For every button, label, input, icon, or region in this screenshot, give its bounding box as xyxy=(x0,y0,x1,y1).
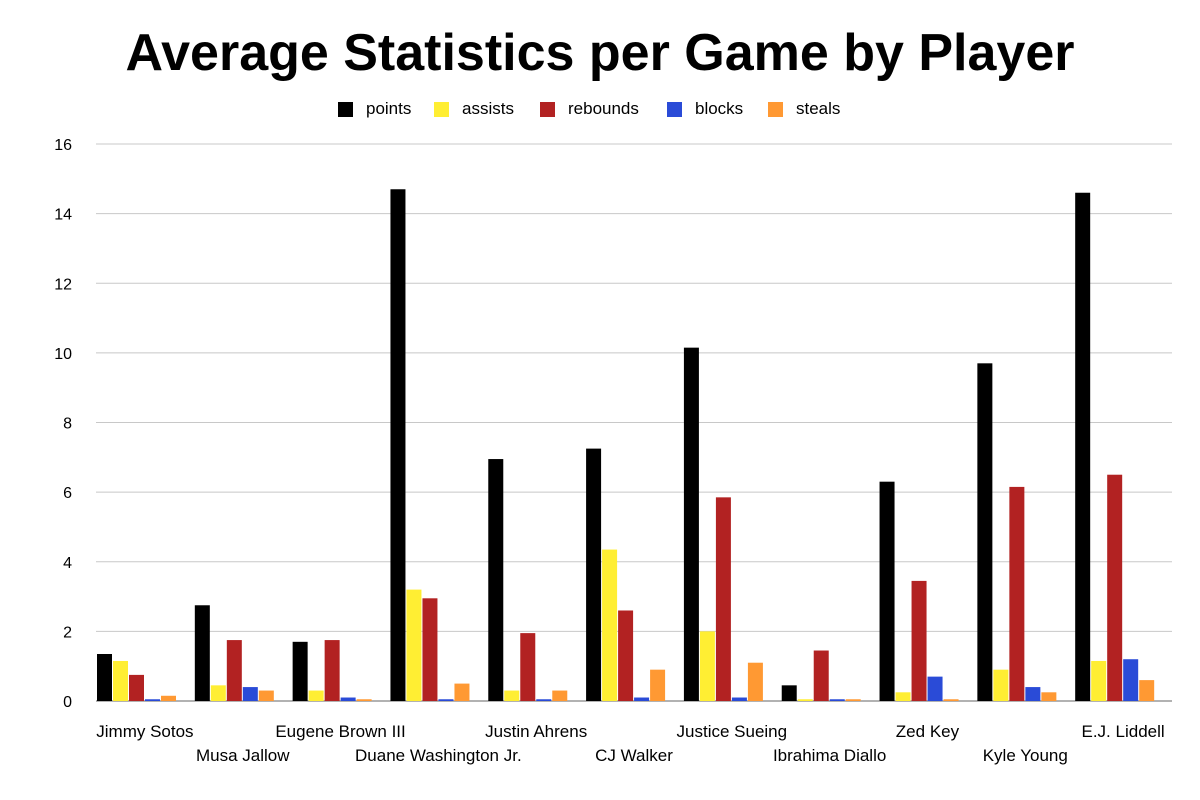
bar-rebounds xyxy=(813,650,829,701)
bar-blocks xyxy=(1123,659,1139,701)
bar-assists xyxy=(210,685,226,701)
bar-steals xyxy=(454,683,470,701)
y-tick-label: 16 xyxy=(54,137,72,154)
legend-swatch-rebounds xyxy=(540,102,555,117)
gridlines xyxy=(96,143,1172,702)
bar-steals xyxy=(161,695,176,701)
legend-swatch-assists xyxy=(434,102,449,117)
x-category-label: Ibrahima Diallo xyxy=(773,746,886,765)
x-category-label: E.J. Liddell xyxy=(1082,722,1165,741)
bar-assists xyxy=(113,660,128,701)
bar-points xyxy=(586,448,602,701)
legend-label: assists xyxy=(462,99,514,118)
bar-rebounds xyxy=(715,497,731,701)
bar-points xyxy=(292,641,308,701)
x-category-label: CJ Walker xyxy=(595,746,673,765)
bar-assists xyxy=(797,699,813,701)
y-axis-ticks: 0 2 4 6 8 10 12 14 16 xyxy=(54,137,72,711)
bar-rebounds xyxy=(911,580,927,701)
bar-assists xyxy=(1091,660,1107,701)
bar-points xyxy=(488,459,504,701)
bar-steals xyxy=(1139,680,1155,701)
bar-steals xyxy=(845,699,861,701)
legend-label: rebounds xyxy=(568,99,639,118)
bar-assists xyxy=(993,669,1009,701)
bar-points xyxy=(194,605,210,701)
x-category-label: Justice Sueing xyxy=(677,722,788,741)
y-tick-label: 0 xyxy=(63,694,72,711)
bar-points xyxy=(97,654,112,701)
bar-points xyxy=(781,685,797,701)
bar-blocks xyxy=(927,676,943,701)
bar-rebounds xyxy=(324,640,340,701)
bar-assists xyxy=(895,692,911,701)
bar-steals xyxy=(258,690,274,701)
x-category-label: Kyle Young xyxy=(983,746,1068,765)
y-tick-label: 12 xyxy=(54,276,72,293)
bar-points xyxy=(977,363,993,701)
bar-blocks xyxy=(829,699,845,701)
bars xyxy=(97,189,1155,702)
bar-blocks xyxy=(145,699,160,701)
x-category-label: Eugene Brown III xyxy=(275,722,405,741)
legend-swatch-points xyxy=(338,102,353,117)
bar-steals xyxy=(552,690,568,701)
bar-blocks xyxy=(340,697,356,701)
bar-steals xyxy=(1041,692,1057,701)
bar-assists xyxy=(406,589,422,701)
legend-label: blocks xyxy=(695,99,743,118)
bar-assists xyxy=(308,690,324,701)
y-tick-label: 8 xyxy=(63,416,72,433)
bar-points xyxy=(1075,192,1091,702)
bar-rebounds xyxy=(520,633,536,701)
bar-rebounds xyxy=(1107,474,1123,701)
chart-title: Average Statistics per Game by Player xyxy=(126,24,1075,82)
bar-blocks xyxy=(438,699,454,701)
x-category-label: Duane Washington Jr. xyxy=(355,746,522,765)
bar-blocks xyxy=(242,687,258,701)
legend-label: points xyxy=(366,99,411,118)
bar-steals xyxy=(747,662,763,701)
y-tick-label: 14 xyxy=(54,207,72,224)
x-category-label: Musa Jallow xyxy=(196,746,290,765)
bar-assists xyxy=(699,631,715,701)
bar-points xyxy=(390,189,406,701)
bar-assists xyxy=(504,690,520,701)
legend: points assists rebounds blocks steals xyxy=(338,99,840,118)
bar-steals xyxy=(650,669,666,701)
y-tick-label: 6 xyxy=(63,485,72,502)
x-category-label: Justin Ahrens xyxy=(485,722,587,741)
bar-points xyxy=(879,481,895,701)
bar-rebounds xyxy=(1009,486,1025,701)
bar-steals xyxy=(356,699,372,701)
bar-assists xyxy=(602,549,618,701)
legend-swatch-blocks xyxy=(667,102,682,117)
bar-rebounds xyxy=(422,598,438,701)
bar-rebounds xyxy=(129,674,144,701)
bar-blocks xyxy=(634,697,650,701)
bar-blocks xyxy=(731,697,747,701)
bar-rebounds xyxy=(226,640,242,701)
legend-swatch-steals xyxy=(768,102,783,117)
y-tick-label: 10 xyxy=(54,346,72,363)
y-tick-label: 2 xyxy=(63,624,72,641)
bar-points xyxy=(683,347,699,701)
y-tick-label: 4 xyxy=(63,555,72,572)
bar-rebounds xyxy=(618,610,634,701)
bar-blocks xyxy=(536,699,552,701)
bar-steals xyxy=(943,699,959,701)
x-category-label: Jimmy Sotos xyxy=(96,722,193,741)
bar-blocks xyxy=(1025,687,1041,701)
legend-label: steals xyxy=(796,99,840,118)
x-category-label: Zed Key xyxy=(896,722,960,741)
